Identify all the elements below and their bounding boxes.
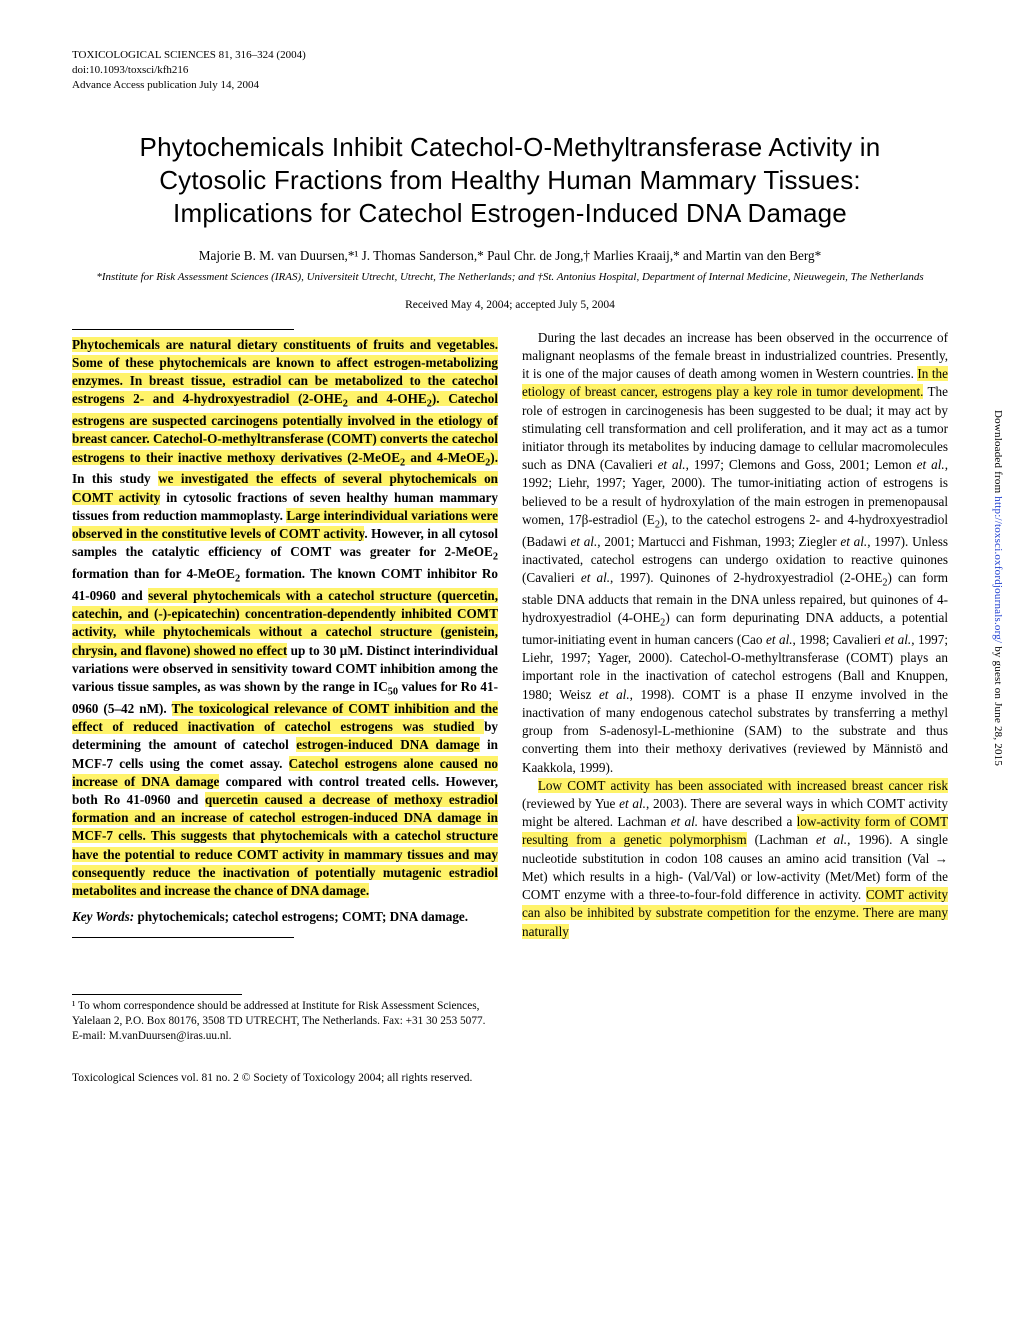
journal-ref: TOXICOLOGICAL SCIENCES 81, 316–324 (2004… <box>72 48 948 63</box>
left-column: Phytochemicals are natural dietary const… <box>72 329 498 1044</box>
title-line-1: Phytochemicals Inhibit Catechol-O-Methyl… <box>140 132 881 162</box>
footnote-rule <box>72 994 242 995</box>
page-root: TOXICOLOGICAL SCIENCES 81, 316–324 (2004… <box>0 0 1020 1124</box>
intro-para-1: During the last decades an increase has … <box>522 329 948 777</box>
affiliations: *Institute for Risk Assessment Sciences … <box>72 270 948 284</box>
authors-line: Majorie B. M. van Duursen,*¹ J. Thomas S… <box>72 248 948 264</box>
keywords-text: phytochemicals; catechol estrogens; COMT… <box>134 909 468 924</box>
body-columns: Phytochemicals are natural dietary const… <box>72 329 948 1044</box>
right-column: During the last decades an increase has … <box>522 329 948 1044</box>
keywords-label: Key Words: <box>72 909 134 924</box>
received-accepted: Received May 4, 2004; accepted July 5, 2… <box>72 299 948 311</box>
sidenote-post: by guest on June 28, 2015 <box>992 643 1004 766</box>
sidenote-link[interactable]: http://toxsci.oxfordjournals.org/ <box>992 496 1004 643</box>
journal-header: TOXICOLOGICAL SCIENCES 81, 316–324 (2004… <box>72 48 948 93</box>
footnote-block: ¹ To whom correspondence should be addre… <box>72 994 498 1044</box>
corresponding-author-footnote: ¹ To whom correspondence should be addre… <box>72 999 498 1044</box>
article-title: Phytochemicals Inhibit Catechol-O-Methyl… <box>72 131 948 231</box>
title-line-3: Implications for Catechol Estrogen-Induc… <box>173 198 847 228</box>
download-sidenote: Downloaded from http://toxsci.oxfordjour… <box>992 410 1004 766</box>
abstract-bottom-rule <box>72 937 294 938</box>
intro-para-2: Low COMT activity has been associated wi… <box>522 777 948 941</box>
copyright-line: Toxicological Sciences vol. 81 no. 2 © S… <box>72 1072 948 1084</box>
keywords: Key Words: phytochemicals; catechol estr… <box>72 908 498 926</box>
abstract-top-rule <box>72 329 294 330</box>
journal-advance: Advance Access publication July 14, 2004 <box>72 78 948 93</box>
title-line-2: Cytosolic Fractions from Healthy Human M… <box>159 165 861 195</box>
abstract: Phytochemicals are natural dietary const… <box>72 336 498 901</box>
journal-doi: doi:10.1093/toxsci/kfh216 <box>72 63 948 78</box>
sidenote-pre: Downloaded from <box>992 410 1004 496</box>
